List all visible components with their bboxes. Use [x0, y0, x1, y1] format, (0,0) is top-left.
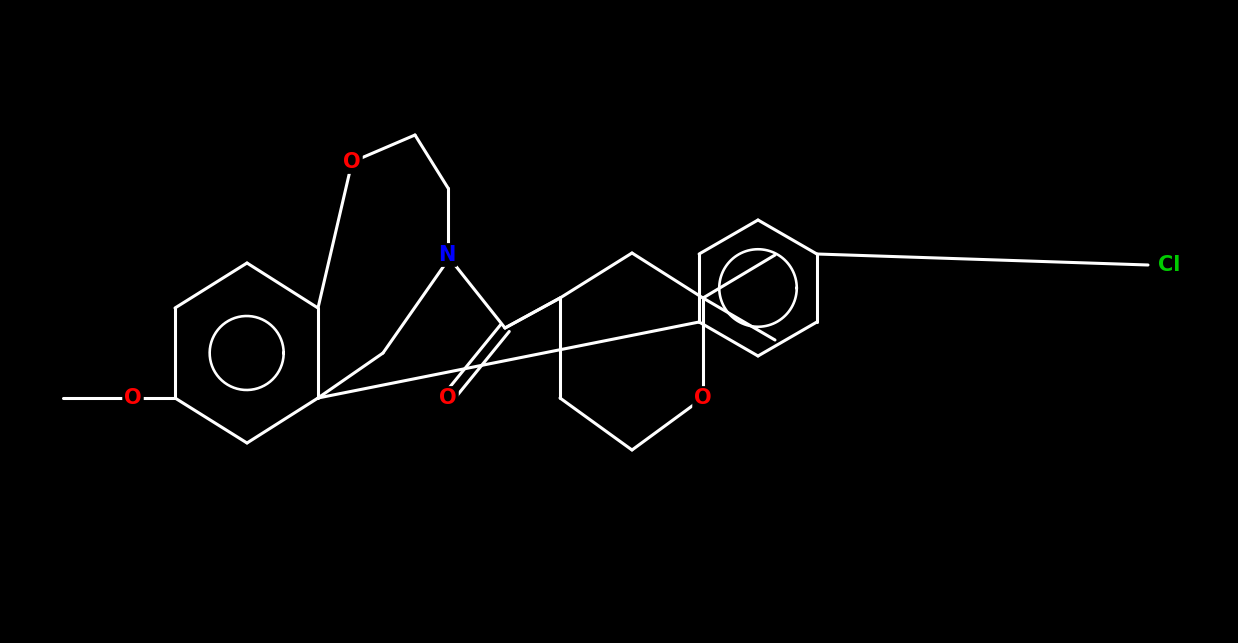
- Text: O: O: [695, 388, 712, 408]
- Text: O: O: [124, 388, 142, 408]
- Text: O: O: [343, 152, 360, 172]
- Text: O: O: [439, 388, 457, 408]
- Text: O: O: [695, 388, 712, 408]
- Text: O: O: [343, 152, 360, 172]
- Text: Cl: Cl: [1158, 255, 1180, 275]
- Text: N: N: [438, 245, 456, 265]
- Text: O: O: [439, 388, 457, 408]
- Text: O: O: [124, 388, 142, 408]
- Text: N: N: [438, 245, 456, 265]
